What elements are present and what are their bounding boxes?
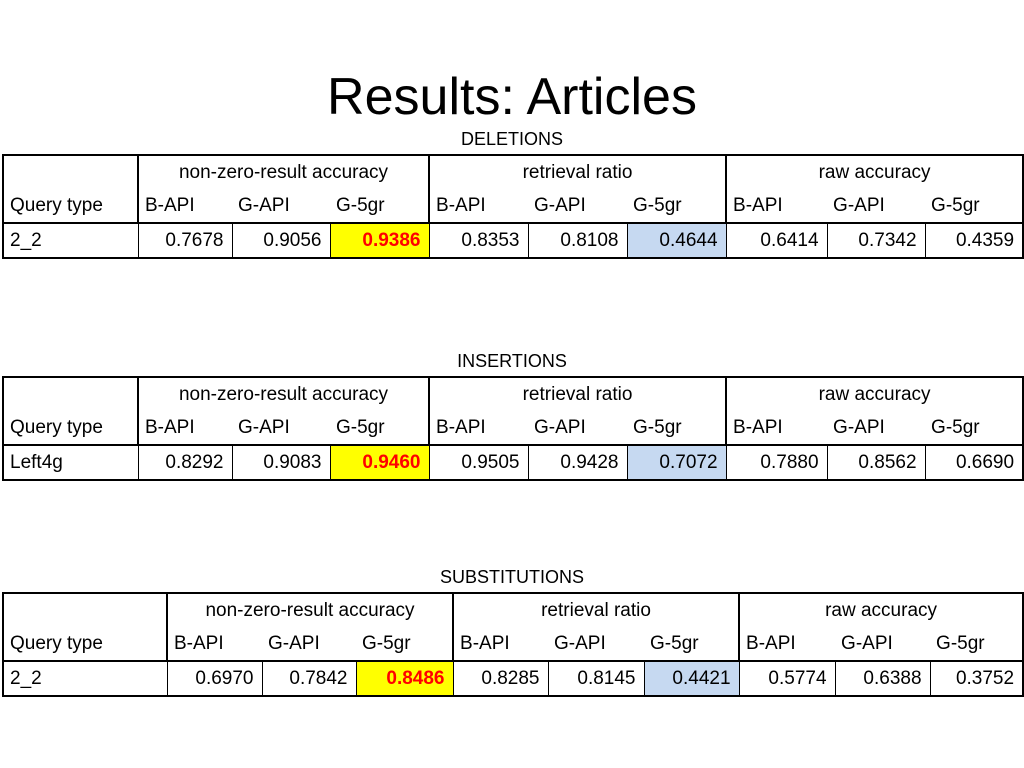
query-type: Left4g: [2, 444, 139, 481]
group-header: raw accuracy: [725, 155, 1024, 189]
data-row: 2_2 0.6970 0.7842 0.8486 0.8285 0.8145 0.4421 0…: [2, 660, 1024, 697]
group-row: non-zero-result accuracy retrieval ratio r…: [3, 155, 1024, 189]
group-header: raw accuracy: [725, 377, 1024, 411]
column-row: Query type B-API G-API G-5gr B-API G-API G-5gr…: [3, 189, 1024, 224]
value-cell: 0.9460: [329, 444, 430, 481]
table-caption: SUBSTITUTIONS: [439, 567, 584, 587]
group-row: non-zero-result accuracy retrieval ratio r…: [3, 377, 1024, 411]
group-row: non-zero-result accuracy retrieval ratio r…: [3, 593, 1024, 627]
row-header: Query type: [3, 411, 139, 446]
value-cell: 0.8353: [428, 222, 529, 259]
column-row: Query type B-API G-API G-5gr B-API G-API G-5gr…: [3, 411, 1024, 446]
column-header: G-API: [528, 411, 628, 446]
corner-cell: [3, 377, 139, 411]
column-header: G-5gr: [627, 411, 727, 446]
row-header: Query type: [3, 189, 139, 224]
value-cell: 0.7072: [626, 444, 727, 481]
column-header: G-5gr: [627, 189, 727, 224]
column-header: B-API: [725, 411, 828, 446]
value-cell: 0.6388: [834, 660, 931, 697]
value-cell: 0.6690: [924, 444, 1024, 481]
column-header: G-API: [548, 627, 645, 662]
value-cell: 0.4359: [924, 222, 1024, 259]
value-cell: 0.9056: [231, 222, 331, 259]
value-cell: 0.8145: [547, 660, 645, 697]
column-header: B-API: [738, 627, 836, 662]
column-header: G-API: [262, 627, 356, 662]
column-header: G-5gr: [356, 627, 454, 662]
table-caption: DELETIONS: [460, 129, 564, 149]
data-row: Left4g 0.8292 0.9083 0.9460 0.9505 0.9428 0.70…: [2, 444, 1024, 481]
value-cell: 0.8562: [826, 444, 926, 481]
column-header: B-API: [167, 627, 262, 662]
data-row: 2_2 0.7678 0.9056 0.9386 0.8353 0.8108 0.4644 0…: [2, 222, 1024, 259]
value-cell: 0.6970: [166, 660, 263, 697]
value-cell: 0.7342: [826, 222, 926, 259]
results-table: non-zero-result accuracy retrieval ratio r…: [2, 154, 1024, 259]
value-cell: 0.9386: [329, 222, 430, 259]
column-header: G-5gr: [930, 627, 1024, 662]
query-type: 2_2: [2, 660, 168, 697]
column-header: G-5gr: [330, 411, 430, 446]
query-type: 2_2: [2, 222, 139, 259]
column-header: G-5gr: [644, 627, 740, 662]
value-cell: 0.8486: [355, 660, 454, 697]
column-header: B-API: [725, 189, 828, 224]
value-cell: 0.7880: [725, 444, 828, 481]
column-header: G-API: [827, 411, 926, 446]
value-cell: 0.3752: [929, 660, 1024, 697]
group-header: non-zero-result accuracy: [205, 599, 415, 621]
value-cell: 0.7678: [137, 222, 233, 259]
group-header: non-zero-result accuracy: [178, 161, 389, 183]
group-header: retrieval ratio: [428, 377, 727, 411]
value-cell: 0.8108: [527, 222, 628, 259]
group-header: raw accuracy: [738, 593, 1024, 627]
corner-cell: [3, 593, 168, 627]
value-cell: 0.6414: [725, 222, 828, 259]
value-cell: 0.8285: [452, 660, 549, 697]
column-header: G-API: [232, 189, 330, 224]
value-cell: 0.5774: [738, 660, 836, 697]
column-header: B-API: [428, 411, 529, 446]
group-header: non-zero-result accuracy: [178, 383, 389, 405]
value-cell: 0.9428: [527, 444, 628, 481]
column-header: B-API: [138, 411, 232, 446]
slide-title: Results: Articles: [327, 68, 697, 126]
column-row: Query type B-API G-API G-5gr B-API G-API G-5gr…: [3, 627, 1024, 662]
column-header: G-API: [528, 189, 628, 224]
column-header: B-API: [452, 627, 549, 662]
row-header: Query type: [3, 627, 168, 662]
column-header: B-API: [428, 189, 529, 224]
column-header: G-API: [835, 627, 931, 662]
value-cell: 0.9505: [428, 444, 529, 481]
results-table: non-zero-result accuracy retrieval ratio r…: [2, 592, 1024, 697]
value-cell: 0.9083: [231, 444, 331, 481]
value-cell: 0.7842: [261, 660, 357, 697]
value-cell: 0.4644: [626, 222, 727, 259]
column-header: G-API: [827, 189, 926, 224]
corner-cell: [3, 155, 139, 189]
group-header: retrieval ratio: [428, 155, 727, 189]
column-header: B-API: [138, 189, 232, 224]
column-header: G-API: [232, 411, 330, 446]
value-cell: 0.4421: [643, 660, 740, 697]
results-table: non-zero-result accuracy retrieval ratio r…: [2, 376, 1024, 481]
column-header: G-5gr: [925, 189, 1024, 224]
group-header: retrieval ratio: [452, 593, 740, 627]
value-cell: 0.8292: [137, 444, 233, 481]
table-caption: INSERTIONS: [457, 351, 567, 371]
column-header: G-5gr: [925, 411, 1024, 446]
column-header: G-5gr: [330, 189, 430, 224]
